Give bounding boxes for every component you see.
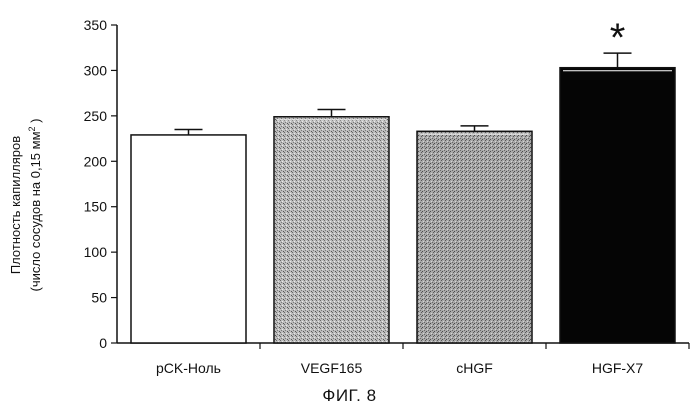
y-tick-label: 250	[84, 108, 108, 124]
bars-group: *	[131, 16, 675, 343]
x-tick-label: pCK-Ноль	[156, 360, 221, 376]
y-tick-label: 350	[84, 17, 108, 33]
x-tick-labels: pCK-Ноль VEGF165 cHGF HGF-X7	[156, 360, 643, 376]
y-tick-label: 0	[99, 335, 107, 351]
x-tick-label: cHGF	[456, 360, 493, 376]
bar	[131, 135, 246, 343]
y-axis-title-line2: (число сосудов на 0,15 мм2 )	[27, 119, 43, 292]
y-tick-label: 100	[84, 244, 108, 260]
x-tick-label: VEGF165	[301, 360, 363, 376]
x-tick-label: HGF-X7	[592, 360, 644, 376]
y-tick-label: 300	[84, 62, 108, 78]
x-axis	[117, 343, 689, 349]
y-tick-label: 150	[84, 199, 108, 215]
significance-mark: *	[610, 16, 626, 60]
y-axis: 0 50 100 150 200 250 300 350	[84, 17, 117, 351]
bar	[274, 117, 389, 343]
bar	[417, 131, 532, 343]
bar-chart: Плотность капилляров (число сосудов на 0…	[0, 0, 699, 380]
y-axis-title-line2-end: )	[28, 119, 43, 127]
y-axis-title-line2-main: (число сосудов на 0,15 мм	[28, 131, 43, 291]
figure-caption: ФИГ. 8	[0, 386, 699, 406]
bar	[560, 68, 675, 343]
y-axis-title-line1: Плотность капилляров	[8, 136, 23, 274]
y-tick-label: 200	[84, 153, 108, 169]
y-tick-label: 50	[91, 290, 107, 306]
